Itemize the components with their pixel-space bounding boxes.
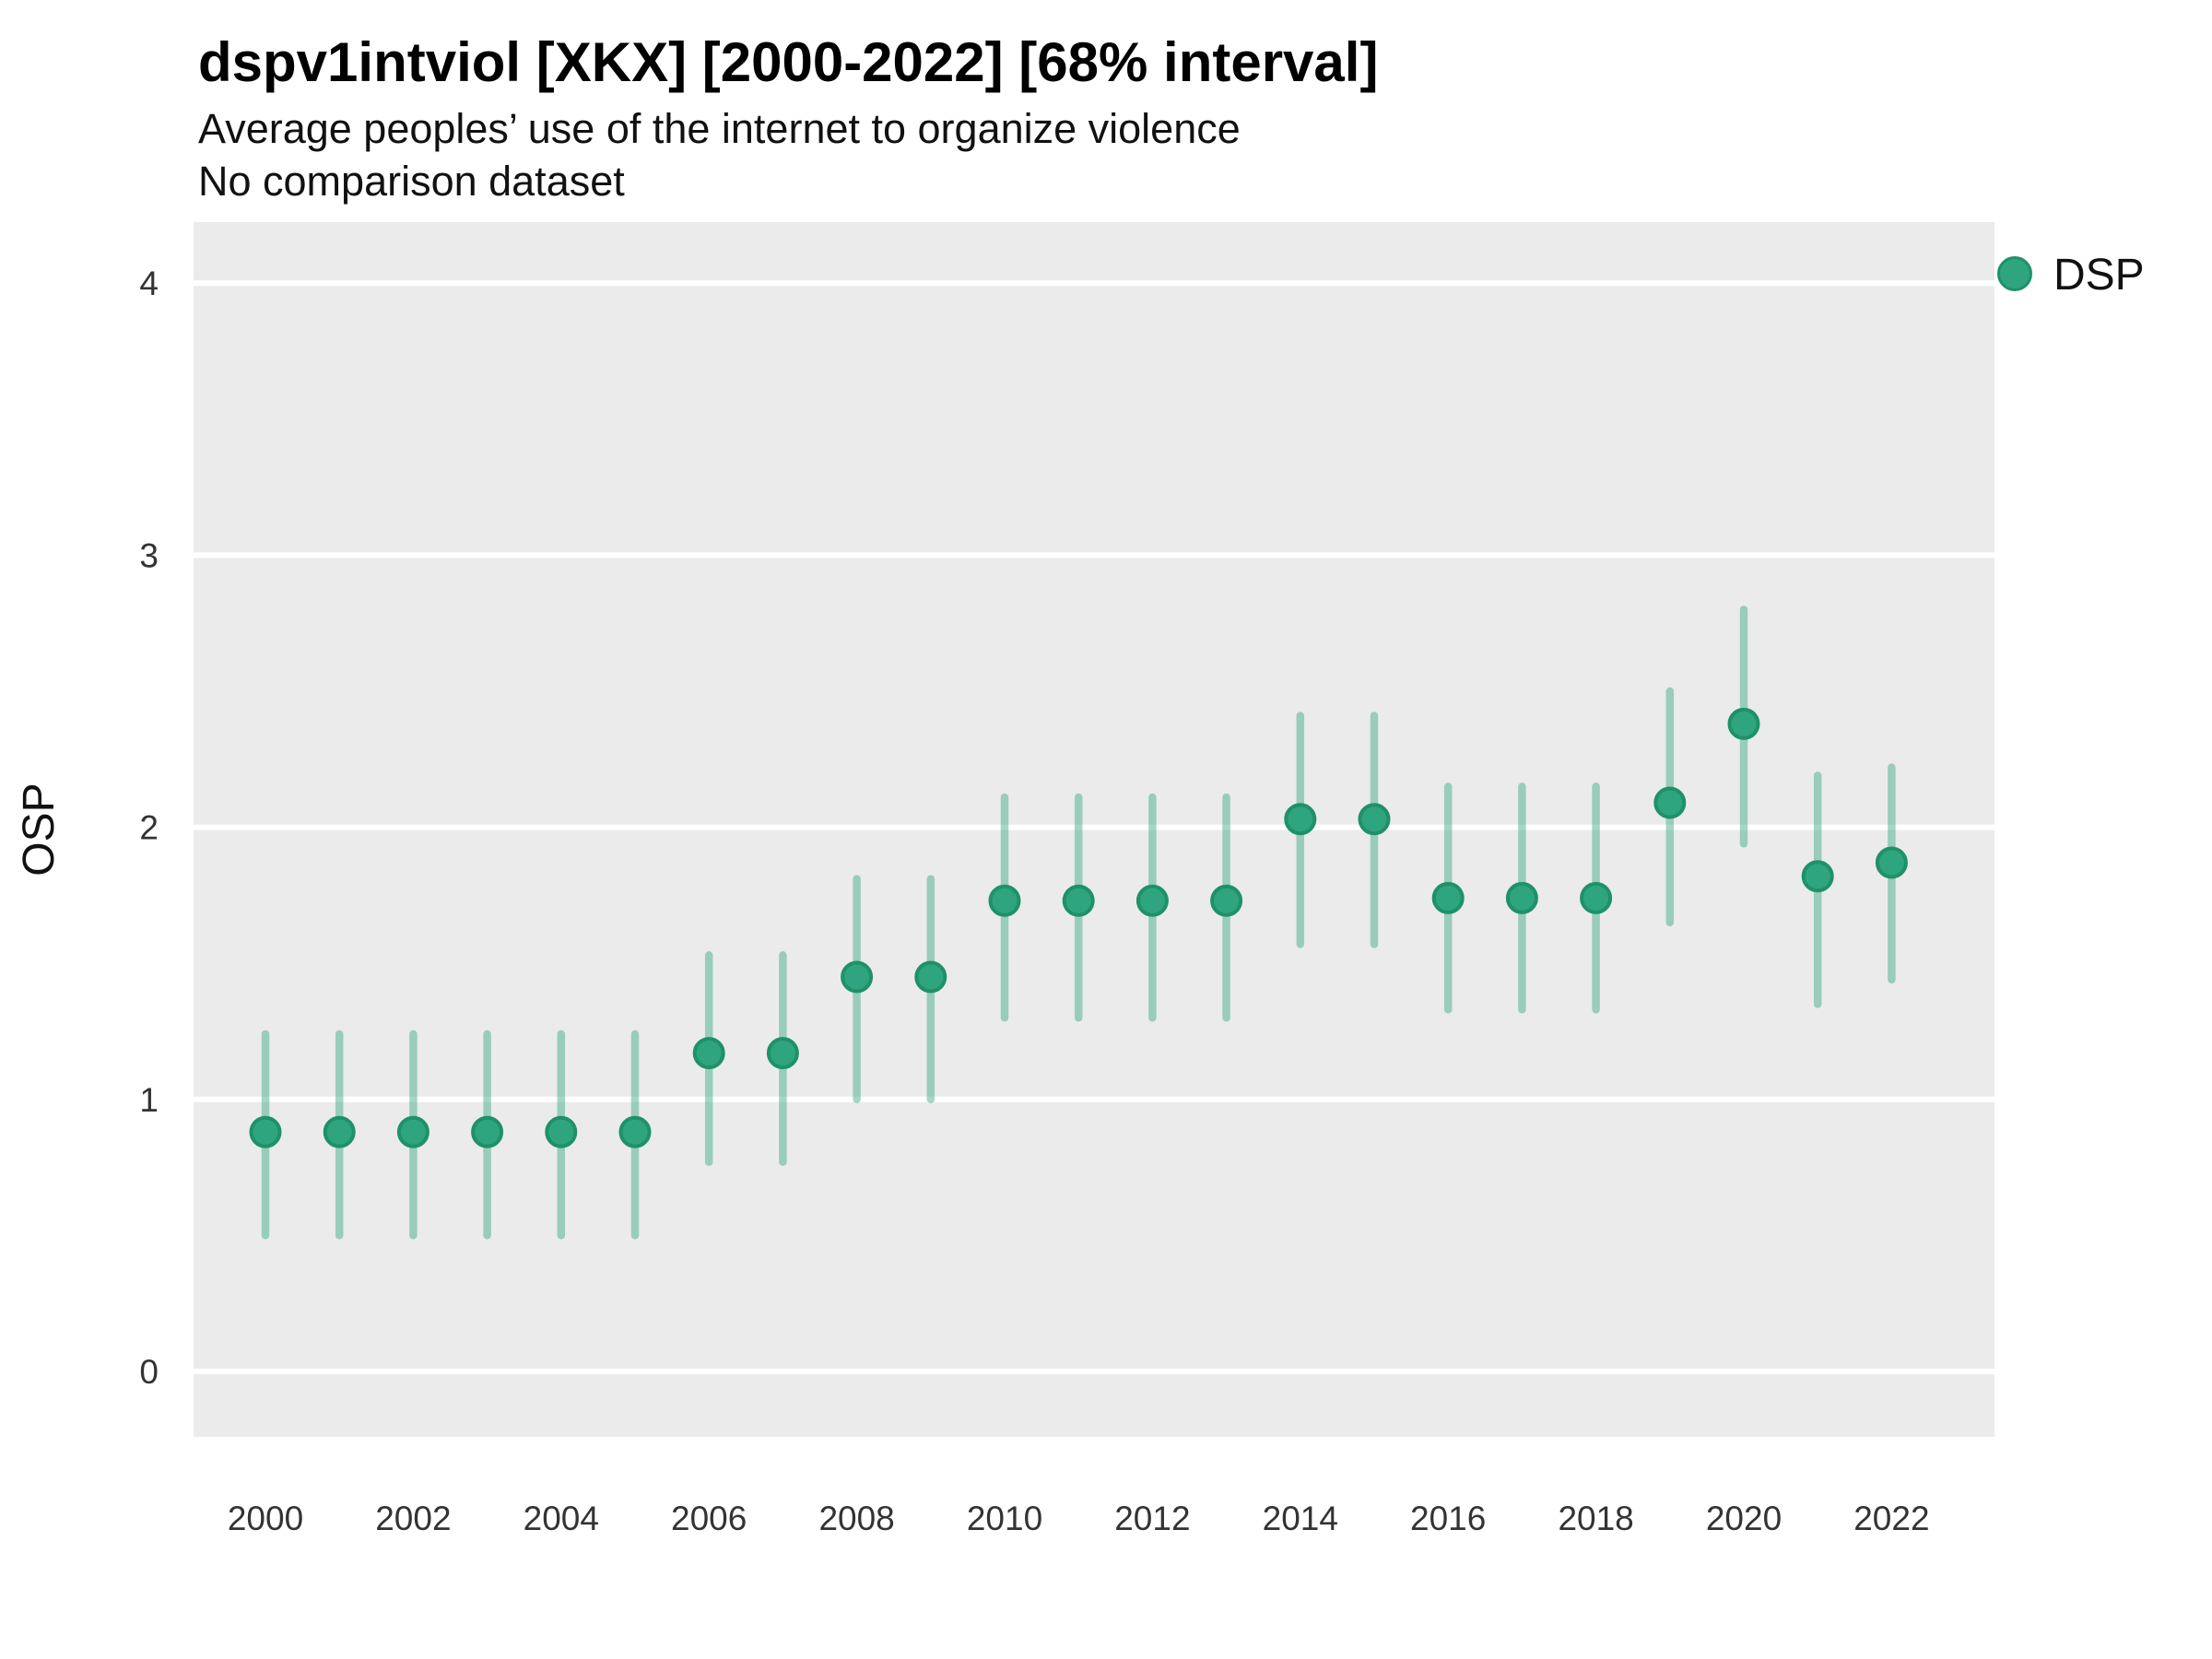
data-point-2009 (914, 960, 947, 994)
x-tick-label-2014: 2014 (1263, 1500, 1338, 1537)
y-tick-label-1: 1 (139, 1081, 159, 1119)
legend-label-dsp: DSP (2053, 251, 2145, 300)
legend-circle-icon (1997, 256, 2032, 291)
data-point-2020 (1727, 707, 1760, 740)
y-tick-label-2: 2 (139, 809, 159, 847)
x-tick-label-2022: 2022 (1853, 1500, 1929, 1537)
data-point-2001 (323, 1115, 356, 1148)
x-tick-label-2004: 2004 (524, 1500, 599, 1537)
x-tick-label-2020: 2020 (1706, 1500, 1782, 1537)
x-tick-label-2000: 2000 (228, 1500, 303, 1537)
chart-subtitle-line1: Average peoples’ use of the internet to … (198, 105, 1241, 152)
data-point-2000 (249, 1115, 282, 1148)
y-tick-label-3: 3 (139, 536, 159, 574)
data-point-2008 (841, 960, 874, 994)
x-axis-tick-labels: 2000 2002 2004 2006 2008 2010 2012 2014 2016 2018… (228, 1500, 1930, 1537)
data-point-2019 (1653, 786, 1687, 819)
chart-subtitle-line2: No comparison dataset (198, 158, 625, 205)
x-tick-label-2006: 2006 (671, 1500, 747, 1537)
data-point-2017 (1505, 881, 1538, 914)
data-point-2013 (1210, 884, 1243, 917)
data-point-2006 (692, 1037, 725, 1070)
x-tick-label-2002: 2002 (375, 1500, 451, 1537)
data-point-2016 (1431, 881, 1465, 914)
data-point-2022 (1875, 846, 1908, 879)
data-point-2003 (471, 1115, 504, 1148)
legend: DSP (1997, 251, 2145, 300)
data-point-2002 (396, 1115, 429, 1148)
gridlines (194, 280, 1994, 1374)
x-tick-label-2016: 2016 (1410, 1500, 1486, 1537)
data-point-2011 (1062, 884, 1095, 917)
x-tick-label-2008: 2008 (818, 1500, 894, 1537)
data-point-2005 (618, 1115, 652, 1148)
y-axis-tick-labels: 0 1 2 3 4 (139, 265, 159, 1391)
x-tick-label-2010: 2010 (967, 1500, 1042, 1537)
data-point-2012 (1135, 884, 1169, 917)
data-point-2007 (766, 1037, 799, 1070)
y-tick-label-0: 0 (139, 1353, 159, 1391)
y-axis-title: OSP (15, 782, 64, 876)
x-tick-label-2018: 2018 (1558, 1500, 1633, 1537)
data-point-2004 (545, 1115, 578, 1148)
chart-title: dspv1intviol [XKX] [2000-2022] [68% inte… (198, 31, 1378, 93)
data-point-2015 (1358, 803, 1391, 836)
pointrange-series-dsp (249, 606, 1908, 1240)
data-point-2014 (1284, 803, 1317, 836)
y-tick-label-4: 4 (139, 265, 159, 302)
data-point-2021 (1801, 860, 1834, 893)
data-point-2018 (1580, 881, 1613, 914)
x-tick-label-2012: 2012 (1114, 1500, 1190, 1537)
data-point-2010 (988, 884, 1021, 917)
